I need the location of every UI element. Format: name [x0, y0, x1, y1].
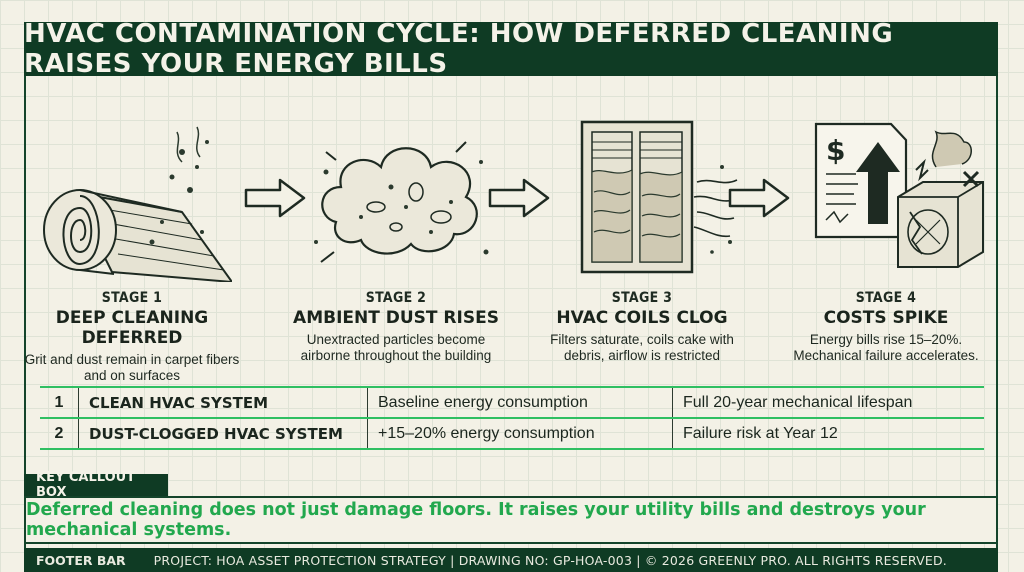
- footer-bar: FOOTER BAR PROJECT: HOA ASSET PROTECTION…: [24, 548, 998, 572]
- row-number: 1: [40, 386, 79, 419]
- stage-description: Grit and dust remain in carpet fibers an…: [24, 352, 240, 383]
- stage-name: COSTS SPIKE: [823, 308, 949, 328]
- table-row: 1 CLEAN HVAC SYSTEM Baseline energy cons…: [40, 386, 984, 419]
- stage-name: AMBIENT DUST RISES: [293, 308, 499, 328]
- stage-description: Energy bills rise 15–20%. Mechanical fai…: [793, 332, 979, 363]
- comparison-table: 1 CLEAN HVAC SYSTEM Baseline energy cons…: [40, 386, 984, 450]
- table-row: 2 DUST-CLOGGED HVAC SYSTEM +15–20% energ…: [40, 417, 984, 450]
- footer-label: FOOTER BAR: [36, 552, 126, 568]
- flow-arrow-icon: [728, 178, 790, 218]
- callout-text: Deferred cleaning does not just damage f…: [26, 500, 926, 540]
- page-title: HVAC CONTAMINATION CYCLE: HOW DEFERRED C…: [24, 19, 998, 79]
- system-name: CLEAN HVAC SYSTEM: [78, 386, 368, 419]
- stage-3: STAGE 3 HVAC COILS CLOG Filters saturate…: [532, 112, 752, 364]
- stage-name: HVAC COILS CLOG: [556, 308, 728, 328]
- flow-arrow-icon: [488, 178, 550, 218]
- mechanical-lifespan: Failure risk at Year 12: [672, 417, 984, 450]
- mechanical-lifespan: Full 20-year mechanical lifespan: [672, 386, 984, 419]
- system-name: DUST-CLOGGED HVAC SYSTEM: [78, 417, 368, 450]
- stage-number: STAGE 1: [101, 290, 163, 306]
- stage-description: Filters saturate, coils cake with debris…: [550, 332, 734, 363]
- key-callout-box: Deferred cleaning does not just damage f…: [24, 496, 998, 544]
- stage-4: $ STAGE 4 COSTS SPIKE Energy bills rise …: [776, 112, 996, 364]
- svg-text:$: $: [826, 134, 845, 167]
- footer-text: PROJECT: HOA ASSET PROTECTION STRATEGY |…: [153, 552, 947, 568]
- stage-number: STAGE 3: [611, 290, 673, 306]
- stage-number: STAGE 2: [365, 290, 427, 306]
- energy-consumption: Baseline energy consumption: [367, 386, 673, 419]
- stage-name: DEEP CLEANING DEFERRED: [55, 308, 209, 348]
- dust-cloud-icon: [296, 112, 496, 282]
- energy-consumption: +15–20% energy consumption: [367, 417, 673, 450]
- flow-arrow-icon: [244, 178, 306, 218]
- stage-2: STAGE 2 AMBIENT DUST RISES Unextracted p…: [286, 112, 506, 364]
- bill-and-broken-ac-icon: $: [786, 112, 986, 282]
- stage-description: Unextracted particles become airborne th…: [300, 332, 492, 363]
- stage-number: STAGE 4: [855, 290, 917, 306]
- clogged-vent-icon: [542, 112, 742, 282]
- carpet-roll-icon: [32, 112, 232, 282]
- row-number: 2: [40, 417, 79, 450]
- callout-label: KEY CALLOUT BOX: [24, 470, 168, 500]
- stage-1: STAGE 1 DEEP CLEANING DEFERRED Grit and …: [22, 112, 242, 384]
